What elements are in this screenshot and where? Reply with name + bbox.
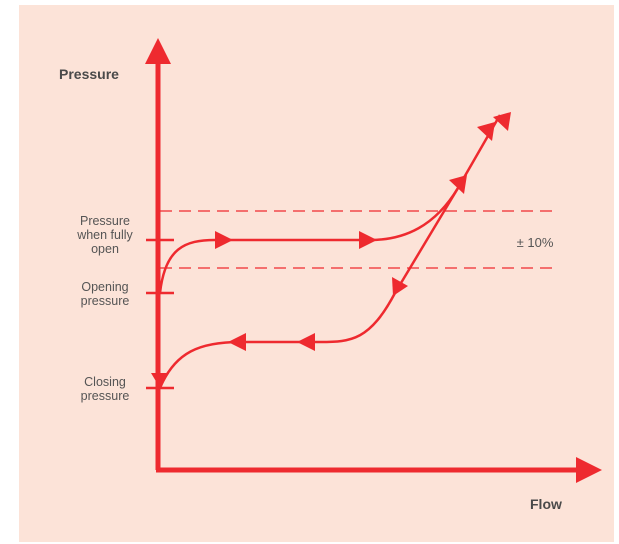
label-fully-open-line-2: when fully (77, 228, 133, 242)
arrow-left-1 (297, 333, 315, 351)
x-axis-arrowhead (576, 457, 602, 483)
y-axis-arrowhead (145, 38, 171, 64)
label-closing-line-2: pressure (80, 389, 130, 403)
arrow-up-2 (477, 122, 495, 141)
label-fully-open-line-3: open (91, 242, 119, 256)
label-fully-open-line-1: Pressure (79, 214, 131, 228)
arrow-up-1 (449, 175, 467, 194)
label-opening-line-1: Opening (81, 280, 129, 294)
label-opening-line-2: pressure (80, 294, 130, 308)
label-fully-open: Pressure when fully open (62, 214, 148, 256)
arrow-right-1 (215, 231, 233, 249)
arrow-down-closing (151, 373, 169, 388)
label-closing-pressure: Closing pressure (62, 375, 148, 403)
arrow-up-3 (493, 112, 511, 131)
y-axis-title: Pressure (59, 66, 119, 82)
tolerance-label: ± 10% (516, 235, 554, 250)
label-closing-line-1: Closing (84, 375, 126, 389)
arrow-left-2 (228, 333, 246, 351)
label-opening-pressure: Opening pressure (62, 280, 148, 308)
closing-curve (158, 187, 460, 389)
diagram-panel (19, 5, 614, 542)
arrow-down-1 (392, 277, 408, 296)
arrow-right-2 (359, 231, 377, 249)
x-axis-title: Flow (530, 496, 562, 512)
